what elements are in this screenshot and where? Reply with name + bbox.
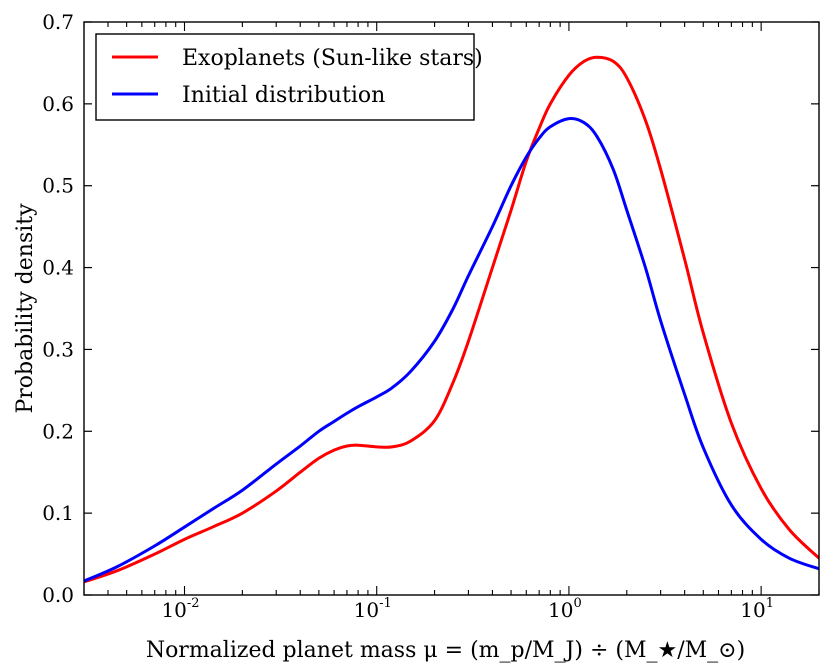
x-tick-label: 100	[548, 596, 582, 622]
x-tick-base: 10	[354, 598, 379, 622]
y-tick-label: 0.0	[42, 583, 74, 607]
x-tick-label: 10-2	[161, 596, 199, 622]
y-tick-label: 0.5	[42, 174, 74, 198]
legend-label-initial: Initial distribution	[182, 83, 385, 108]
series-layer	[84, 55, 819, 584]
x-tick-base: 10	[161, 598, 186, 622]
y-tick-label: 0.7	[42, 10, 74, 34]
y-axis-label: Probability density	[13, 203, 38, 414]
x-tick-exp: 1	[766, 596, 774, 611]
legend: Exoplanets (Sun-like stars) Initial dist…	[95, 33, 483, 121]
legend-box	[95, 33, 475, 121]
x-tick-label: 101	[740, 596, 774, 622]
series-line-initial	[84, 116, 819, 583]
legend-label-exoplanets: Exoplanets (Sun-like stars)	[182, 46, 483, 71]
y-tick-label: 0.4	[42, 256, 74, 280]
x-tick-exp: 0	[574, 596, 582, 611]
plot-frame	[83, 21, 820, 596]
y-tick-label: 0.3	[42, 337, 74, 361]
x-tick-exp: -1	[379, 596, 392, 611]
x-tick-base: 10	[548, 598, 573, 622]
y-tick-label: 0.1	[42, 501, 74, 525]
series-line-exoplanets	[84, 55, 819, 584]
y-tick-label: 0.2	[42, 419, 74, 443]
y-tick-label: 0.6	[42, 92, 74, 116]
x-axis-label: Normalized planet mass μ = (m_p/M_J) ÷ (…	[146, 638, 745, 663]
x-tick-base: 10	[740, 598, 765, 622]
x-tick-label: 10-1	[354, 596, 392, 622]
labels-layer: 0.00.10.20.30.40.50.60.710-2 10-1 100 101No…	[13, 10, 774, 663]
x-tick-exp: -2	[187, 596, 200, 611]
ticks-layer	[83, 21, 820, 596]
